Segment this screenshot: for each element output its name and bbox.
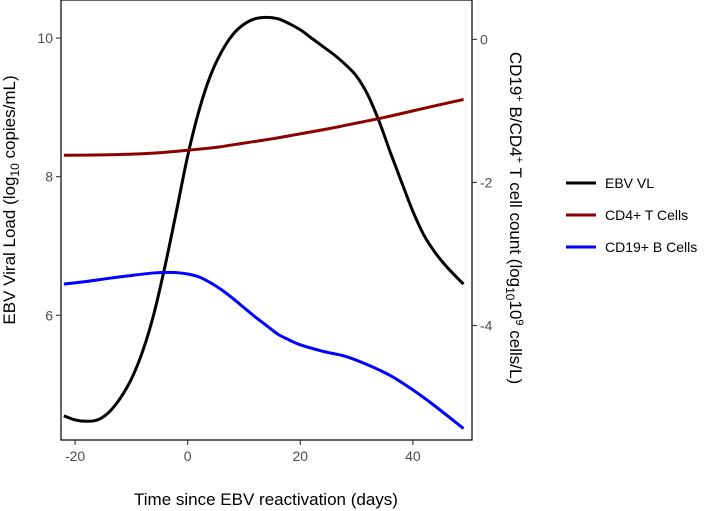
y-left-tick-label: 6: [45, 307, 53, 323]
y-left-tick-label: 10: [37, 30, 53, 46]
series-line-ebv-vl: [63, 15, 465, 423]
y-left-axis-title: EBV Viral Load (log10 copies/mL): [0, 75, 22, 324]
legend-label-ebv-vl: EBV VL: [605, 175, 654, 191]
x-tick-label: -20: [65, 448, 85, 464]
bottom-axis: -20 0 20 40: [65, 440, 421, 464]
x-axis-title: Time since EBV reactivation (days): [134, 490, 398, 509]
y-left-tick-label: 8: [45, 169, 53, 185]
series-line-cd19-b-cells: [63, 270, 465, 430]
right-axis: -4 -2 0: [472, 31, 493, 334]
legend-item-cd4-t-cells: CD4+ T Cells: [566, 207, 688, 223]
left-axis: 6 8 10: [37, 30, 61, 323]
plot-panel: [60, 0, 473, 441]
legend-label-cd4-t-cells: CD4+ T Cells: [605, 207, 688, 223]
x-tick-label: 20: [292, 448, 308, 464]
y-right-axis-title: CD19+ B/CD4+ T cell count (log10109 cell…: [503, 52, 525, 384]
legend: EBV VL CD4+ T Cells CD19+ B Cells: [566, 175, 697, 255]
series-lines: [63, 15, 465, 430]
x-tick-label: 0: [184, 448, 192, 464]
legend-label-cd19-b-cells: CD19+ B Cells: [605, 239, 697, 255]
y-right-tick-label: 0: [480, 31, 488, 47]
legend-item-ebv-vl: EBV VL: [566, 175, 654, 191]
y-right-tick-label: -4: [480, 318, 493, 334]
legend-item-cd19-b-cells: CD19+ B Cells: [566, 239, 697, 255]
series-line-cd4-t-cells: [63, 97, 464, 157]
y-right-tick-label: -2: [480, 174, 493, 190]
x-tick-label: 40: [405, 448, 421, 464]
